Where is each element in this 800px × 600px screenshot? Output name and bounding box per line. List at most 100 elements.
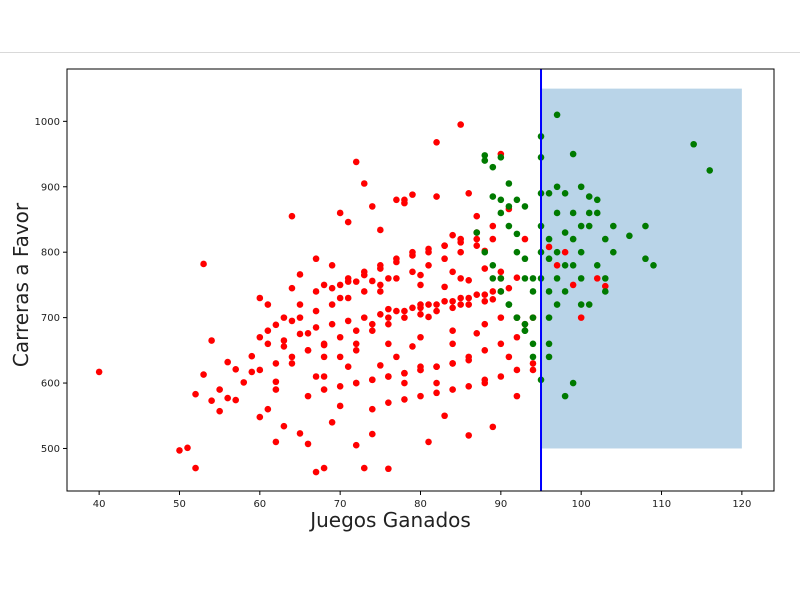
red-point: [465, 190, 473, 197]
red-point: [296, 430, 304, 437]
red-point: [320, 281, 328, 289]
red-point: [489, 423, 497, 431]
red-point: [425, 301, 432, 308]
red-point: [497, 373, 505, 380]
red-point: [385, 399, 392, 406]
red-point: [200, 260, 207, 268]
red-point: [385, 275, 392, 282]
green-point: [545, 288, 553, 295]
red-point: [368, 376, 376, 384]
red-point: [328, 284, 336, 292]
red-point: [208, 337, 215, 344]
green-point: [513, 196, 521, 204]
red-point: [312, 324, 320, 331]
green-point: [513, 230, 521, 238]
red-point: [417, 281, 424, 289]
green-point: [642, 222, 649, 230]
red-point: [401, 396, 408, 403]
red-point: [352, 379, 360, 387]
red-point: [377, 362, 384, 369]
red-point: [288, 353, 296, 361]
red-point: [417, 392, 424, 400]
red-point: [417, 366, 424, 374]
y-axis-title: Carreras a Favor: [9, 202, 33, 367]
red-point: [481, 297, 489, 305]
red-point: [593, 275, 601, 282]
red-point: [441, 283, 448, 291]
red-point: [368, 430, 376, 438]
red-point: [216, 386, 223, 393]
red-point: [264, 327, 272, 335]
y-tick-label: 900: [41, 182, 60, 193]
red-point: [272, 321, 280, 329]
red-point: [200, 371, 207, 378]
red-point: [304, 440, 312, 448]
green-point: [505, 222, 513, 230]
x-tick-label: 70: [334, 499, 347, 510]
red-point: [272, 438, 280, 446]
green-point: [505, 301, 513, 308]
red-point: [296, 301, 304, 308]
green-point: [497, 196, 505, 204]
red-point: [417, 311, 424, 318]
red-point: [288, 317, 296, 325]
red-point: [352, 278, 360, 285]
red-point: [336, 353, 344, 361]
red-point: [256, 333, 264, 341]
red-point: [401, 196, 408, 204]
red-point: [336, 383, 344, 390]
red-point: [425, 438, 432, 446]
green-point: [553, 111, 561, 119]
red-point: [465, 277, 473, 284]
green-point: [569, 150, 577, 158]
red-point: [208, 397, 215, 405]
red-point: [401, 369, 408, 377]
red-point: [417, 333, 424, 341]
red-point: [489, 288, 497, 295]
red-point: [409, 343, 416, 350]
red-point: [385, 465, 392, 473]
red-point: [457, 301, 464, 308]
red-point: [304, 347, 312, 354]
red-point: [473, 242, 481, 249]
red-point: [320, 373, 328, 380]
red-point: [296, 271, 304, 278]
red-point: [328, 301, 336, 308]
red-point: [409, 248, 416, 256]
x-tick-label: 50: [173, 499, 186, 510]
red-point: [529, 366, 537, 374]
red-point: [248, 352, 256, 360]
green-point: [545, 190, 553, 197]
green-point: [601, 288, 609, 295]
red-point: [377, 281, 384, 289]
red-point: [360, 464, 368, 472]
red-point: [449, 268, 456, 276]
red-point: [272, 378, 280, 386]
red-point: [449, 304, 456, 312]
red-point: [360, 314, 368, 321]
red-point: [449, 297, 456, 305]
red-point: [425, 313, 432, 321]
y-tick-label: 600: [41, 379, 60, 390]
green-point: [481, 248, 489, 256]
red-point: [393, 258, 400, 266]
red-point: [344, 294, 352, 302]
red-point: [465, 356, 473, 364]
red-point: [360, 288, 368, 295]
green-point: [553, 183, 561, 191]
red-point: [409, 268, 416, 276]
red-point: [312, 288, 320, 295]
red-point: [304, 392, 312, 400]
red-point: [433, 389, 440, 397]
red-point: [489, 222, 497, 230]
red-point: [433, 193, 440, 200]
red-point: [280, 422, 288, 430]
green-point: [481, 157, 489, 164]
green-point: [561, 261, 569, 269]
red-point: [264, 405, 272, 413]
red-point: [328, 320, 336, 328]
red-point: [393, 196, 400, 204]
red-point: [425, 245, 432, 253]
red-point: [449, 340, 456, 348]
